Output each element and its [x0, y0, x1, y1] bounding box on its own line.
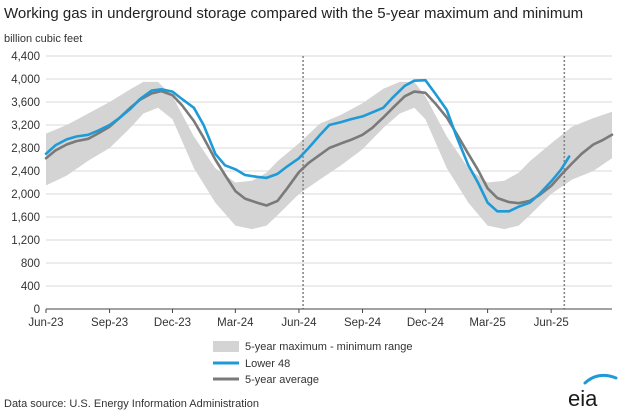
x-tick-label: Jun-23 — [28, 317, 63, 329]
x-tick-label: Mar-24 — [217, 317, 254, 329]
x-tick-label: Dec-23 — [154, 317, 191, 329]
x-tick-label: Jun-25 — [534, 317, 569, 329]
y-tick-label: 2,800 — [11, 143, 40, 155]
y-tick-label: 0 — [34, 304, 40, 316]
x-tick-label: Jun-24 — [281, 317, 317, 329]
y-tick-label: 4,000 — [11, 74, 40, 86]
x-tick-label: Mar-25 — [469, 317, 505, 329]
eia-logo-text: eia — [568, 386, 598, 411]
x-tick-label: Sep-24 — [344, 317, 382, 329]
chart-title: Working gas in underground storage compa… — [4, 5, 584, 22]
lower-48-series-line — [44, 78, 571, 213]
y-tick-label: 2,400 — [11, 166, 40, 178]
y-tick-label: 1,200 — [11, 235, 40, 247]
x-tick-label: Sep-23 — [91, 317, 128, 329]
legend-label-lower-48: Lower 48 — [245, 358, 290, 370]
y-tick-label: 3,600 — [11, 97, 40, 109]
legend-label-five-year-average: 5-year average — [245, 374, 319, 386]
y-tick-label: 4,400 — [11, 51, 40, 63]
eia-logo-swoosh — [583, 373, 618, 385]
y-tick-label: 2,000 — [11, 189, 40, 201]
legend-swatch-range — [213, 341, 239, 352]
y-tick-label: 3,200 — [11, 120, 40, 132]
data-source-note: Data source: U.S. Energy Information Adm… — [4, 398, 259, 410]
legend-label-range: 5-year maximum - minimum range — [245, 341, 412, 353]
y-tick-label: 800 — [21, 258, 40, 270]
y-axis-unit-label: billion cubic feet — [4, 33, 83, 45]
y-tick-label: 400 — [21, 281, 40, 293]
y-tick-label: 1,600 — [11, 212, 40, 224]
range-band-area — [46, 81, 612, 230]
x-tick-label: Dec-24 — [407, 317, 445, 329]
